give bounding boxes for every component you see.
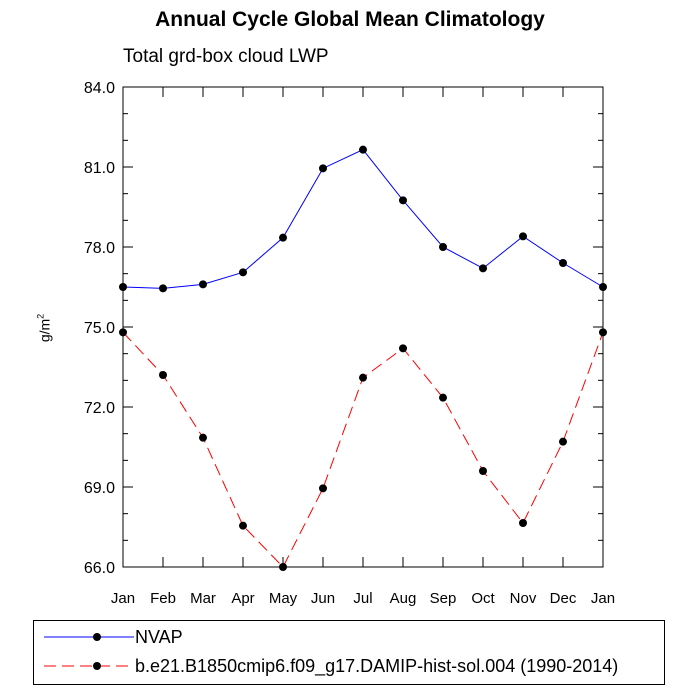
legend-swatch-1 <box>44 662 134 670</box>
legend-item-0: NVAP <box>34 627 664 647</box>
legend-item-1: b.e21.B1850cmip6.f09_g17.DAMIP-hist-sol.… <box>34 656 664 676</box>
legend-swatch-0 <box>44 633 134 641</box>
chart-title: Annual Cycle Global Mean Climatology <box>155 8 545 31</box>
y-tick-label: 72.0 <box>84 400 115 417</box>
series-1-point <box>479 467 487 475</box>
series-0-point <box>519 232 527 241</box>
series-0-point <box>319 164 327 173</box>
series-1-point <box>439 393 447 402</box>
series-1-point <box>119 328 127 337</box>
y-tick-label: 84.0 <box>84 80 115 97</box>
legend-label-1: b.e21.B1850cmip6.f09_g17.DAMIP-hist-sol.… <box>135 656 619 676</box>
series-0-point <box>119 283 127 291</box>
series-1-point <box>319 484 327 493</box>
x-tick-label: May <box>269 590 298 607</box>
series-0-point <box>439 243 447 251</box>
series-0-point <box>159 284 167 293</box>
y-tick-label: 69.0 <box>84 480 115 497</box>
x-tick-label: Dec <box>550 590 577 607</box>
x-tick-label: Oct <box>471 590 495 607</box>
y-tick-label: 66.0 <box>84 560 115 577</box>
plot-frame <box>122 86 604 568</box>
chart-subtitle: Total grd-box cloud LWP <box>123 46 329 67</box>
series-0-point <box>479 264 487 273</box>
series-1-point <box>599 328 607 337</box>
x-tick-label: Jan <box>591 590 615 607</box>
x-tick-label: Mar <box>190 590 216 607</box>
x-tick-label: Jan <box>111 590 135 607</box>
series-line-1 <box>122 331 604 568</box>
series-0-point <box>559 259 567 267</box>
x-tick-label: Jul <box>353 590 372 607</box>
x-tick-label: Sep <box>430 590 457 607</box>
x-tick-label: Apr <box>231 590 254 607</box>
series-1-point <box>359 373 367 382</box>
series-1-point <box>399 344 407 353</box>
series-0-point <box>199 280 207 289</box>
series-line-0 <box>122 149 604 289</box>
line-chart: 66.0 69.0 72.0 75.0 78.0 81.0 84.0 Jan Feb Mar Apr… <box>84 80 615 607</box>
series-1-point <box>199 433 207 442</box>
series-1-point <box>279 563 287 571</box>
series-0-point <box>239 268 247 277</box>
series-1-point <box>159 371 167 379</box>
legend: NVAP b.e21.B1850cmip6.f09_g17.DAMIP-hist… <box>33 620 665 685</box>
series-0-point <box>599 283 607 291</box>
series-0-point <box>399 196 407 205</box>
series-1-point <box>519 519 527 527</box>
x-tick-label: Aug <box>390 590 417 607</box>
x-tick-label: Nov <box>510 590 537 607</box>
x-tick-label: Jun <box>311 590 335 607</box>
y-tick-label: 78.0 <box>84 240 115 257</box>
x-tick-label: Feb <box>150 590 176 607</box>
series-1-point <box>559 437 567 446</box>
series-0-point <box>279 233 287 242</box>
y-tick-label: 81.0 <box>84 160 115 177</box>
legend-label-0: NVAP <box>135 627 183 647</box>
series-0-point <box>359 145 367 154</box>
y-tick-label: 75.0 <box>84 320 115 337</box>
series-1-point <box>239 521 247 530</box>
